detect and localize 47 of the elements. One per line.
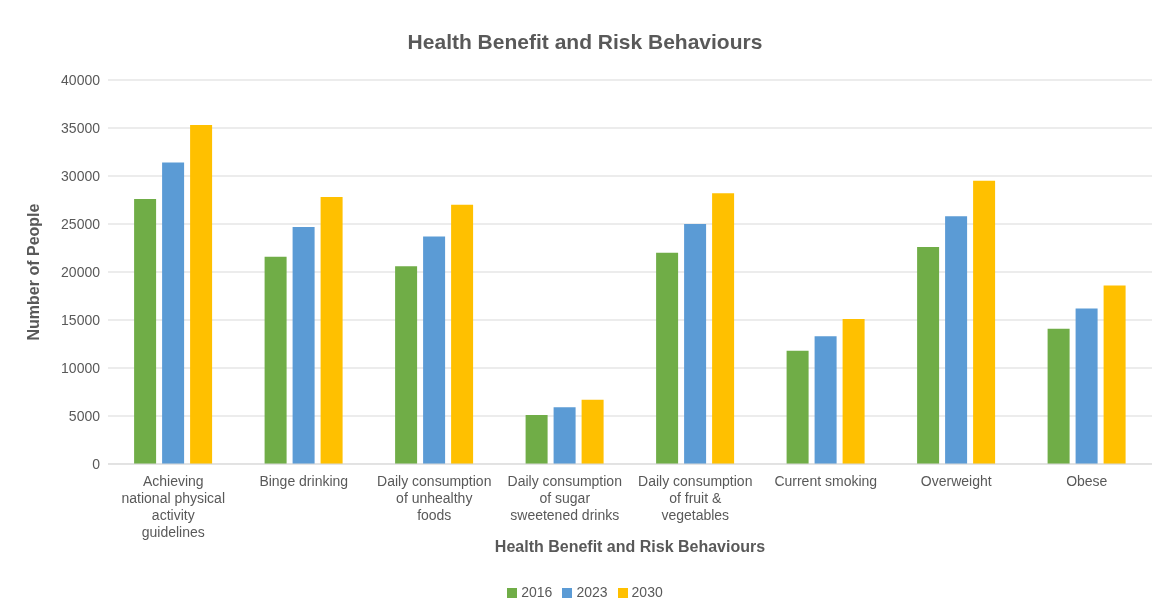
bar	[684, 224, 707, 464]
bar	[1075, 308, 1098, 464]
x-tick-label: Overweight	[920, 473, 992, 489]
bar	[553, 407, 576, 464]
x-tick-label: Daily consumption of unhealthy foods	[377, 473, 492, 523]
bar	[656, 252, 679, 464]
bar	[945, 216, 968, 464]
bar	[712, 193, 735, 464]
bar	[423, 236, 446, 464]
x-tick-label: Current smoking	[774, 473, 878, 489]
bar	[320, 197, 343, 464]
bar	[162, 162, 185, 464]
bar	[264, 256, 287, 464]
y-tick-label: 35000	[61, 119, 101, 136]
bar	[292, 226, 315, 464]
y-tick-label: 10000	[61, 359, 101, 376]
bar	[814, 336, 837, 464]
legend-label: 2023	[576, 584, 608, 600]
legend-label: 2030	[631, 584, 663, 600]
y-tick-label: 15000	[61, 311, 101, 328]
y-axis-title: Number of People	[24, 203, 42, 341]
bar	[451, 204, 474, 464]
x-tick-label: Daily consumption of sugar sweetened drinks	[507, 473, 622, 523]
bar	[525, 415, 548, 464]
x-tick-label: Achieving national physical activity guidelines	[121, 473, 226, 540]
bar	[973, 180, 996, 464]
x-tick-label: Binge drinking	[259, 473, 349, 489]
bar	[786, 350, 809, 464]
bar	[842, 319, 865, 464]
bar	[190, 125, 213, 464]
legend-label: 2016	[521, 584, 553, 600]
y-tick-label: 5000	[68, 407, 101, 424]
chart-title: Health Benefit and Risk Behaviours	[406, 29, 764, 55]
x-tick-label: Obese	[1066, 473, 1108, 489]
x-tick-label: Daily consumption of fruit & vegetables	[638, 473, 753, 523]
bar	[395, 266, 418, 464]
bar	[134, 199, 157, 464]
bar	[917, 247, 940, 464]
y-tick-label: 30000	[61, 167, 101, 184]
bar	[1103, 285, 1126, 464]
y-tick-label: 0	[92, 455, 101, 472]
bar	[1047, 328, 1070, 464]
y-tick-label: 20000	[61, 263, 101, 280]
y-tick-label: 25000	[61, 215, 101, 232]
x-axis-title: Health Benefit and Risk Behaviours	[494, 538, 766, 555]
y-tick-label: 40000	[61, 71, 101, 88]
bar	[581, 399, 604, 464]
